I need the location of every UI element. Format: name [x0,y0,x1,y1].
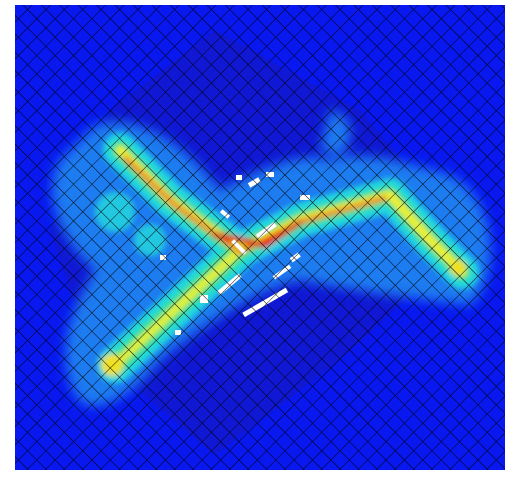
mesh-overlay [15,5,505,470]
contour-plot [0,0,514,477]
page: Contour plot {} html, body { margin: 0; … [0,0,514,477]
body [0,0,514,477]
plot-area [15,5,505,470]
